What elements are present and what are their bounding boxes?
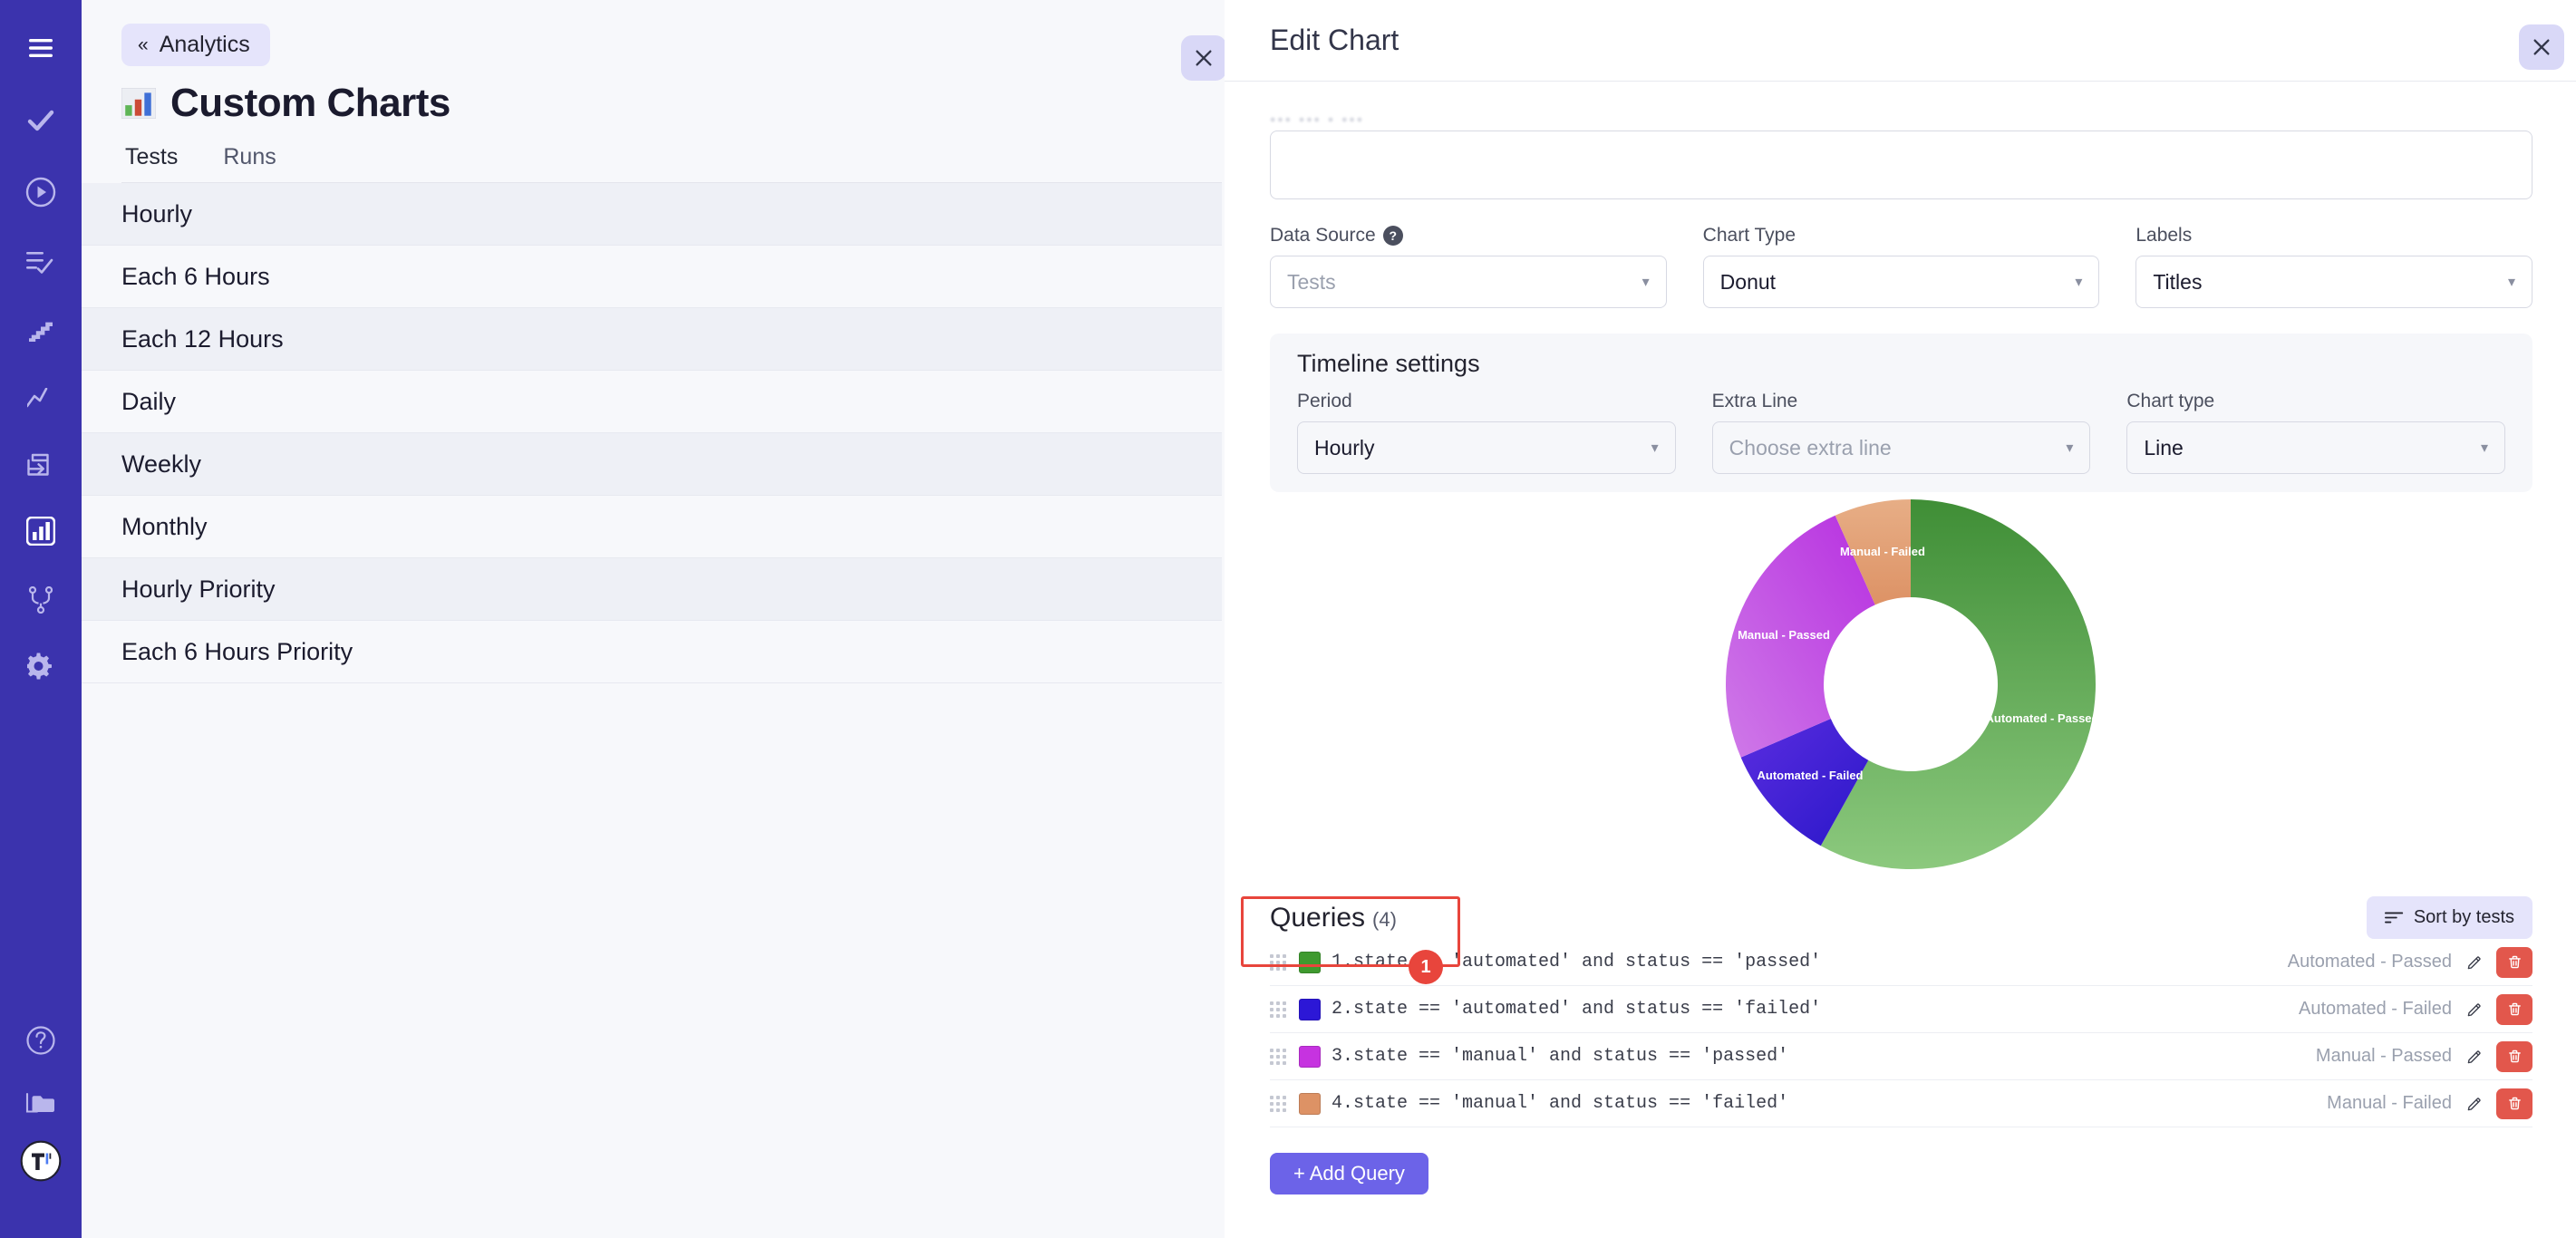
svg-text:Automated - Failed: Automated - Failed: [1757, 769, 1863, 782]
svg-text:Manual - Failed: Manual - Failed: [1840, 545, 1925, 558]
svg-text:Manual - Passed: Manual - Passed: [1738, 628, 1830, 642]
svg-text:Automated - Passed: Automated - Passed: [1986, 711, 2099, 725]
